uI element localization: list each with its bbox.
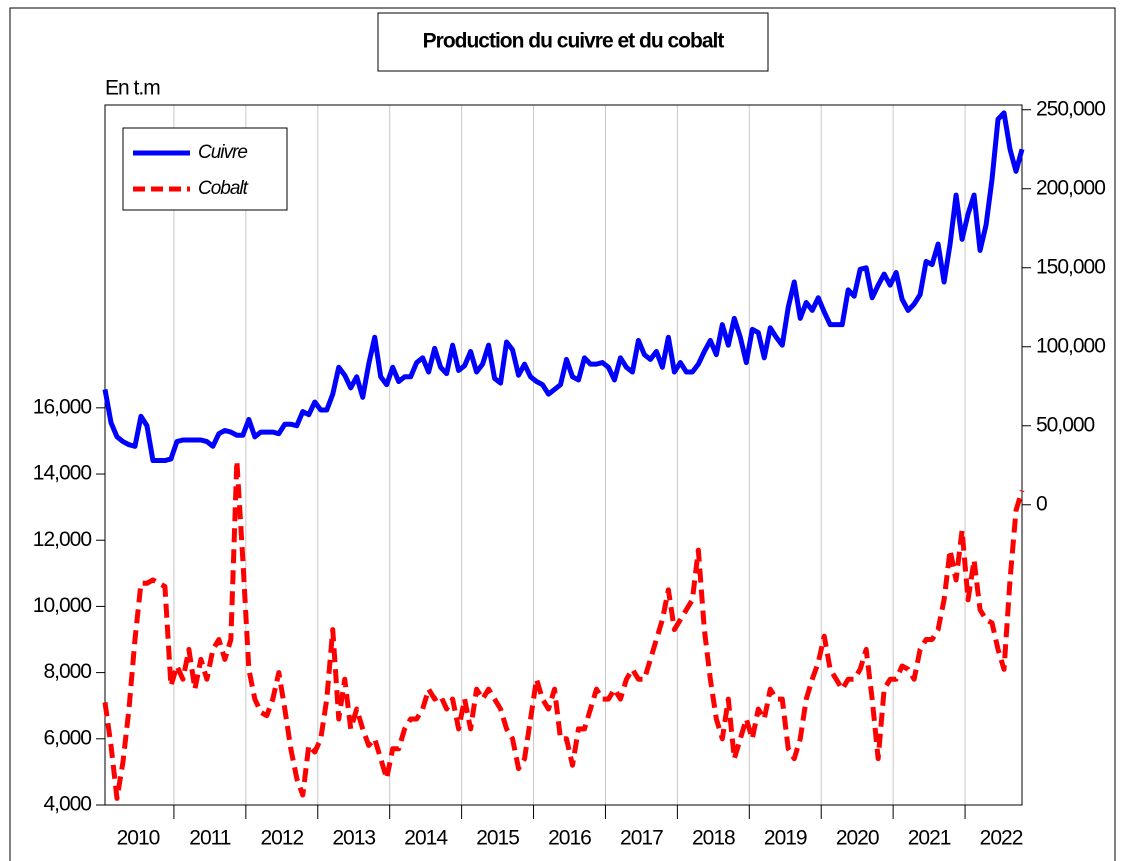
y2-tick-label: 50,000: [1036, 413, 1095, 436]
y-tick-label: 14,000: [33, 462, 92, 485]
y2-tick-label: 0: [1036, 492, 1047, 515]
x-tick-label: 2015: [476, 827, 519, 850]
y-tick-label: 8,000: [43, 660, 91, 683]
legend-label: Cobalt: [198, 178, 249, 199]
chart-title: Production du cuivre et du cobalt: [423, 30, 725, 53]
x-tick-label: 2022: [980, 827, 1023, 850]
legend-label: Cuivre: [198, 142, 247, 163]
y2-tick-label: 200,000: [1036, 176, 1105, 199]
y2-tick-label: 250,000: [1036, 97, 1105, 120]
x-tick-label: 2020: [836, 827, 879, 850]
x-tick-label: 2010: [117, 827, 160, 850]
x-tick-label: 2017: [620, 827, 663, 850]
y2-tick-label: 150,000: [1036, 255, 1105, 278]
series-line: [102, 458, 1025, 801]
x-tick-label: 2013: [332, 827, 375, 850]
plot-frame: [104, 104, 1023, 806]
y-tick-label: 4,000: [43, 793, 91, 816]
x-tick-label: 2014: [404, 827, 448, 850]
x-tick-label: 2018: [692, 827, 735, 850]
y2-tick-label: 100,000: [1036, 334, 1105, 357]
y-tick-label: 12,000: [33, 528, 92, 551]
x-tick-label: 2021: [908, 827, 951, 850]
y-axis-label: En t.m: [105, 77, 160, 100]
y-tick-label: 10,000: [33, 594, 92, 617]
x-tick-label: 2016: [548, 827, 591, 850]
page-frame: [9, 7, 1116, 861]
title-box: [377, 12, 769, 72]
y-tick-label: 6,000: [43, 726, 91, 749]
x-tick-label: 2012: [260, 827, 303, 850]
x-tick-label: 2011: [189, 827, 230, 850]
series-line: [102, 110, 1025, 464]
legend-box: [122, 127, 288, 211]
y-tick-label: 16,000: [33, 395, 92, 418]
x-tick-label: 2019: [764, 827, 807, 850]
